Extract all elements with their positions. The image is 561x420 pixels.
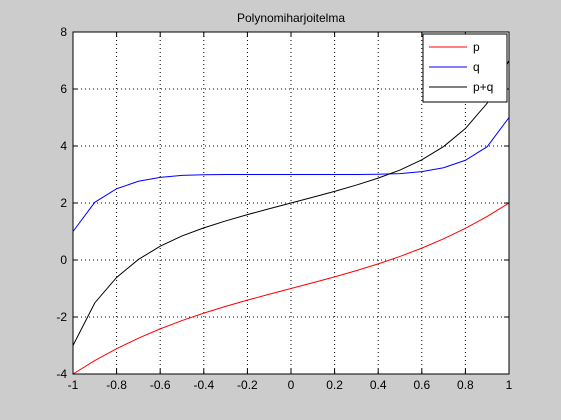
x-tick-label: 1 — [506, 378, 513, 392]
x-tick-label: -0.2 — [237, 378, 258, 392]
x-tick-label: -1 — [68, 378, 79, 392]
legend-label: q — [473, 60, 480, 74]
x-tick-label: -0.6 — [150, 378, 171, 392]
y-tick-label: 6 — [60, 82, 67, 96]
legend: pq p+q — [422, 33, 508, 103]
legend-label: p+q — [473, 80, 493, 94]
y-tick-label: 4 — [60, 139, 67, 153]
series-line-p-q — [72, 60, 510, 346]
x-tick-label: 0.6 — [413, 378, 430, 392]
y-tick-label: -4 — [56, 367, 67, 381]
y-tick-label: 0 — [60, 253, 67, 267]
y-tick-label: 8 — [60, 25, 67, 39]
x-tick-label: 0.2 — [326, 378, 343, 392]
x-tick-label: -0.4 — [193, 378, 214, 392]
x-tick-label: -0.8 — [106, 378, 127, 392]
axis-ticks: -1 -0.8 -0.6 -0.4 -0.2 0 0.2 0.4 0.6 0.8 1 -4 -2 0 2 4 6… — [56, 25, 512, 392]
y-tick-label: 2 — [60, 196, 67, 210]
legend-box — [422, 33, 508, 103]
x-tick-label: 0 — [288, 378, 295, 392]
chart-title: Polynomiharjoitelma — [237, 11, 345, 25]
x-tick-label: 0.4 — [370, 378, 387, 392]
y-tick-label: -2 — [56, 310, 67, 324]
series-line-q — [72, 117, 510, 232]
legend-label: p — [473, 40, 480, 54]
grid — [73, 32, 509, 374]
series-lines — [72, 60, 510, 375]
x-tick-label: 0.8 — [457, 378, 474, 392]
series-line-p — [72, 202, 510, 375]
